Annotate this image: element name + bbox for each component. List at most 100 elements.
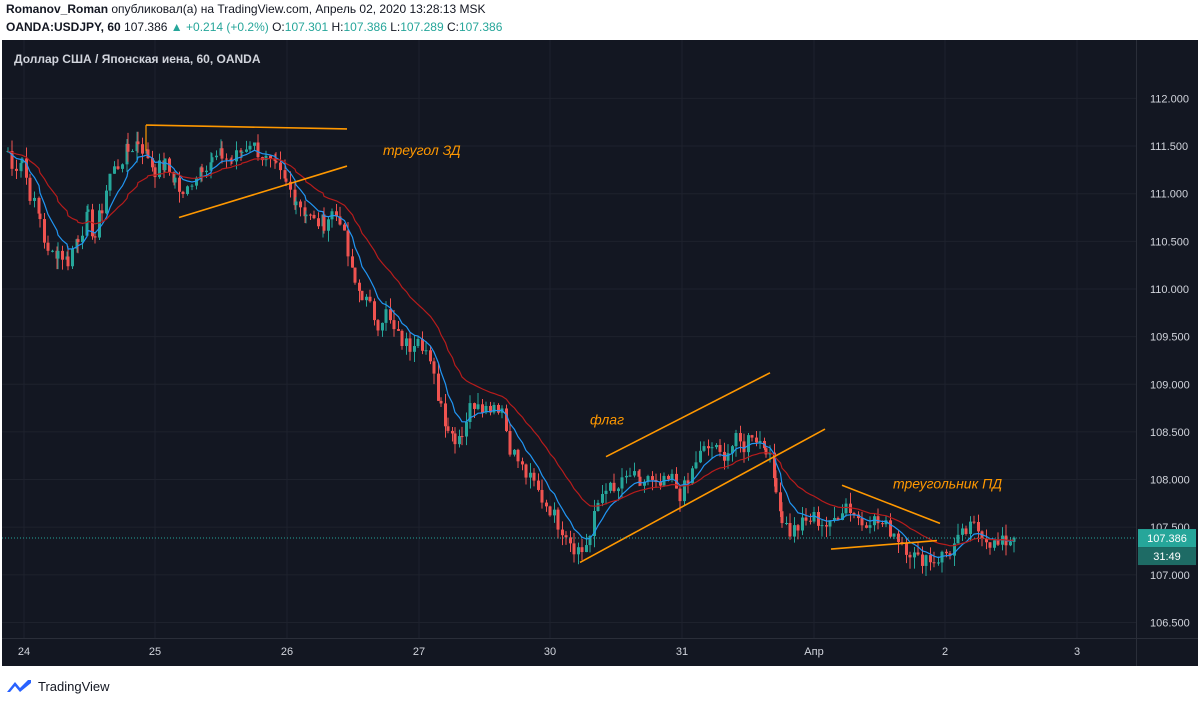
candle-body: [299, 201, 302, 208]
candle-body: [235, 150, 238, 162]
candle-body: [351, 256, 354, 268]
candle-body: [796, 525, 800, 531]
candle-body: [707, 446, 710, 449]
price-tick-label: 109.500: [1150, 332, 1190, 344]
candle-body: [135, 141, 139, 152]
candle-body: [540, 489, 544, 503]
candle-body: [492, 404, 496, 413]
candle-body: [718, 444, 722, 452]
candle-body: [750, 435, 754, 438]
candle-body: [747, 435, 750, 453]
candle-body: [678, 488, 682, 502]
candle-body: [473, 403, 476, 409]
candle-body: [585, 545, 588, 553]
author-name[interactable]: Romanov_Roman: [6, 2, 109, 16]
tradingview-brand[interactable]: TradingView: [38, 678, 110, 694]
price-chart[interactable]: треугол ЗД флаг треугольник ПД 112.000 111.…: [2, 40, 1198, 666]
candle-body: [710, 447, 714, 449]
candle-body: [780, 511, 784, 524]
candle-body: [651, 476, 654, 480]
candle-body: [98, 210, 101, 238]
annotation-label: треугол ЗД: [383, 142, 461, 158]
candle-body: [625, 475, 628, 478]
candle-body: [545, 502, 548, 507]
candle-body: [312, 214, 316, 219]
price-tick-label: 112.000: [1150, 93, 1189, 105]
up-arrow-icon: ▲: [170, 20, 183, 34]
candle-body: [609, 482, 612, 491]
candle-body: [220, 148, 224, 159]
candle-body: [793, 525, 796, 537]
candle-body: [360, 290, 364, 301]
candle-body: [199, 167, 203, 178]
candle-body: [126, 143, 130, 152]
candle-body: [825, 525, 828, 527]
candle-body: [437, 373, 440, 401]
chart-panel[interactable]: треугол ЗД флаг треугольник ПД 112.000 111.…: [2, 40, 1198, 666]
candle-body: [860, 518, 864, 526]
candle-body: [1012, 537, 1016, 542]
candle-body: [865, 525, 868, 528]
price-tick-label: 108.000: [1150, 475, 1190, 487]
time-tick-label: 24: [18, 646, 30, 658]
candle-body: [353, 267, 357, 283]
candle-body: [400, 330, 404, 347]
candle-body: [190, 185, 194, 187]
candle-body: [572, 543, 576, 555]
candle-body: [158, 160, 161, 178]
candle-body: [186, 186, 189, 195]
candle-body: [804, 517, 808, 521]
candle-body: [416, 339, 420, 347]
candle-body: [131, 151, 134, 153]
candle-body: [489, 405, 492, 413]
candle-body: [446, 426, 450, 431]
candle-body: [304, 214, 308, 217]
candle-body: [46, 242, 50, 251]
candle-body: [269, 155, 272, 159]
candle-body: [105, 190, 108, 214]
candle-body: [876, 516, 880, 524]
candle-body: [620, 477, 624, 489]
candle-body: [921, 554, 924, 566]
price-tick-label: 106.500: [1150, 617, 1190, 629]
candle-body: [604, 490, 608, 494]
candle-body: [556, 509, 560, 530]
candle-body: [638, 476, 642, 486]
candle-body: [734, 433, 738, 447]
candle-body: [833, 517, 836, 521]
candle-body: [683, 480, 686, 502]
candle-body: [884, 520, 888, 525]
candle-body: [977, 521, 980, 532]
candle-body: [116, 166, 120, 169]
candle-body: [51, 250, 54, 252]
candle-body: [569, 537, 572, 544]
candle-body: [715, 444, 718, 448]
candle-body: [817, 511, 820, 526]
candle-body: [836, 517, 840, 521]
candle-body: [908, 554, 912, 558]
candle-body: [691, 468, 694, 484]
publish-info: Romanov_Roman опубликовал(а) на TradingV…: [6, 2, 486, 16]
candle-body: [205, 170, 208, 173]
candle-body: [702, 446, 706, 451]
candle-body: [294, 201, 298, 206]
candle-body: [985, 539, 988, 543]
candle-body: [322, 214, 326, 231]
high-value: 107.386: [343, 20, 387, 34]
candle-body: [529, 472, 532, 478]
candle-body: [303, 207, 307, 217]
candle-body: [889, 520, 892, 537]
candle-body: [10, 150, 14, 169]
candle-body: [601, 493, 604, 503]
candle-body: [940, 551, 944, 563]
candle-body: [15, 168, 18, 171]
candle-body: [151, 158, 154, 168]
time-tick-label: 26: [281, 646, 293, 658]
ohlc-line: OANDA:USDJPY, 60 107.386 ▲ +0.214 (+0.2%…: [6, 20, 502, 34]
current-price-label: 107.386: [1147, 533, 1187, 545]
tradingview-logo-icon[interactable]: [6, 679, 32, 693]
candle-body: [726, 453, 730, 461]
low-label: L:: [390, 20, 401, 34]
candle-body: [521, 461, 524, 465]
trend-line-flag-bottom: [579, 428, 826, 564]
